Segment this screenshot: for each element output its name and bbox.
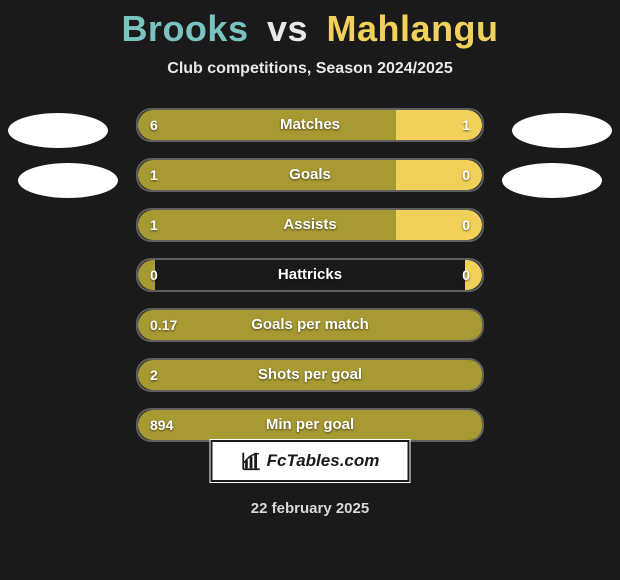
player2-name: Mahlangu — [327, 8, 499, 49]
stat-row: 0.17Goals per match — [136, 308, 484, 342]
left-bar — [138, 360, 482, 390]
page-title: Brooks vs Mahlangu — [0, 0, 620, 50]
right-value: 1 — [462, 110, 470, 140]
left-value: 0 — [150, 260, 158, 290]
stat-row: 61Matches — [136, 108, 484, 142]
left-value: 1 — [150, 160, 158, 190]
left-value: 894 — [150, 410, 173, 440]
vs-label: vs — [267, 8, 308, 49]
date-label: 22 february 2025 — [0, 500, 620, 517]
left-bar — [138, 210, 396, 240]
comparison-card: Brooks vs Mahlangu Club competitions, Se… — [0, 0, 620, 580]
brand-logo: FcTables.com — [211, 440, 410, 482]
right-value: 0 — [462, 210, 470, 240]
subtitle: Club competitions, Season 2024/2025 — [0, 60, 620, 78]
player1-avatar-bottom — [18, 163, 118, 198]
left-value: 0.17 — [150, 310, 177, 340]
brand-text: FcTables.com — [267, 451, 380, 471]
stat-label: Hattricks — [138, 260, 482, 290]
player2-avatar-top — [512, 113, 612, 148]
left-value: 6 — [150, 110, 158, 140]
stat-row: 0 0Hattricks — [136, 258, 484, 292]
right-value: 0 — [462, 160, 470, 190]
right-value: 0 — [462, 260, 470, 290]
left-bar — [138, 410, 482, 440]
stats-chart: 61Matches10Goals10Assists00Hattricks0.17… — [0, 108, 620, 438]
left-bar — [138, 110, 396, 140]
stat-rows: 61Matches10Goals10Assists00Hattricks0.17… — [136, 108, 484, 458]
stat-row: 2Shots per goal — [136, 358, 484, 392]
left-value: 1 — [150, 210, 158, 240]
stat-row: 10Goals — [136, 158, 484, 192]
stat-row: 10Assists — [136, 208, 484, 242]
left-bar — [138, 160, 396, 190]
player2-avatar-bottom — [502, 163, 602, 198]
left-value: 2 — [150, 360, 158, 390]
player1-avatar-top — [8, 113, 108, 148]
bar-chart-icon — [241, 450, 263, 472]
player1-name: Brooks — [121, 8, 248, 49]
left-bar — [138, 310, 482, 340]
stat-row: 894Min per goal — [136, 408, 484, 442]
